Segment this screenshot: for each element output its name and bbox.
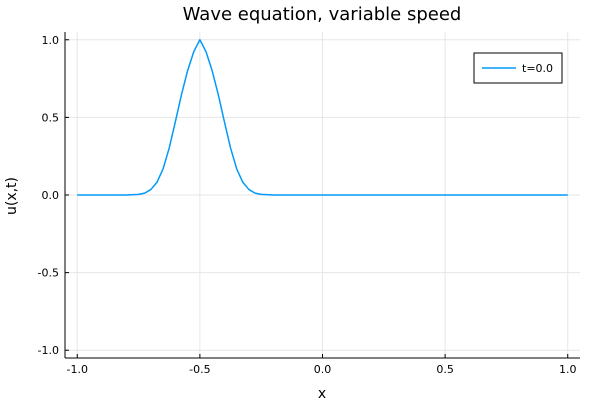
x-tick-label-4: 1.0 [559, 363, 577, 376]
legend: t=0.0 [473, 52, 563, 84]
legend-label: t=0.0 [522, 62, 553, 75]
x-tick-label-1: -0.5 [189, 363, 210, 376]
series-line-0 [77, 39, 568, 196]
y-tick-label-0: -1.0 [38, 344, 59, 357]
axes [64, 32, 580, 359]
series-lines [77, 39, 568, 196]
x-tick-label-0: -1.0 [67, 363, 88, 376]
y-tick-label-3: 0.5 [42, 111, 60, 124]
y-tick-label-1: -0.5 [38, 267, 59, 280]
y-tick-label-2: 0.0 [42, 189, 60, 202]
y-tick-label-4: 1.0 [42, 34, 60, 47]
chart-title: Wave equation, variable speed [183, 4, 462, 25]
y-axis-label: u(x,t) [4, 177, 20, 215]
x-tick-label-2: 0.0 [314, 363, 332, 376]
tick-labels: -1.0 -0.5 0.0 0.5 1.0 -1.0 -0.5 0.0 0.5 1.0 [38, 34, 577, 376]
x-axis-label: x [318, 386, 326, 400]
x-tick-label-3: 0.5 [436, 363, 454, 376]
